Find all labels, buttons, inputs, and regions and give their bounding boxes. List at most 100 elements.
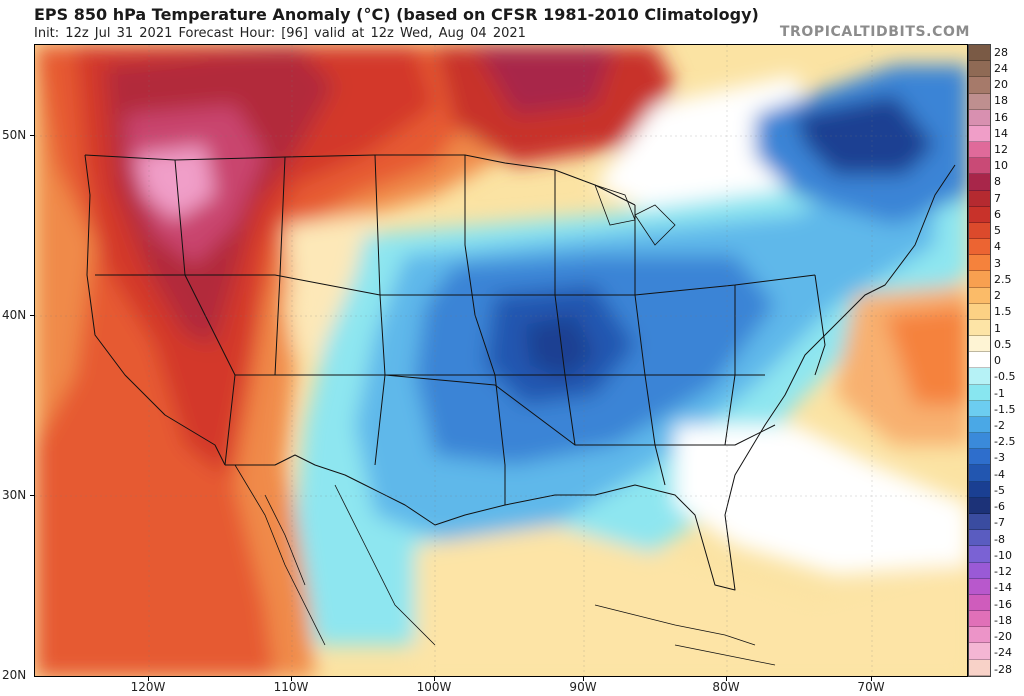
colorbar-label: -8 (994, 532, 1005, 546)
lon-tick (871, 677, 872, 681)
colorbar-label: -2 (994, 419, 1005, 432)
lon-tick (434, 677, 435, 681)
colorbar-swatch (969, 368, 990, 385)
colorbar-swatch (969, 271, 990, 288)
colorbar-swatch (969, 336, 990, 353)
lon-label-80w: 80W (712, 680, 740, 694)
colorbar-swatch (969, 465, 990, 482)
colorbar-swatch (969, 594, 990, 612)
colorbar-swatch (969, 578, 990, 595)
forecast-subtitle: Init: 12z Jul 31 2021 Forecast Hour: [96… (34, 26, 526, 41)
colorbar-swatch (969, 174, 990, 191)
colorbar-label: -2.5 (994, 435, 1016, 449)
colorbar-label: 0 (994, 354, 1001, 368)
colorbar-label: -20 (994, 630, 1012, 644)
colorbar-label: 16 (994, 110, 1008, 124)
colorbar-swatch (969, 222, 990, 240)
colorbar-swatch (969, 287, 990, 304)
colorbar-swatch (969, 562, 990, 579)
colorbar-swatch (969, 142, 990, 159)
colorbar-label: -10 (994, 548, 1012, 562)
lon-label-70w: 70W (857, 680, 885, 694)
colorbar-swatch (969, 190, 990, 207)
colorbar-label: -1.5 (994, 402, 1016, 416)
colorbar-swatch (969, 627, 990, 644)
colorbar-label: 4 (994, 240, 1001, 254)
colorbar-label: 28 (994, 45, 1008, 59)
colorbar-label: -12 (994, 565, 1012, 579)
colorbar-swatch (969, 530, 990, 547)
anomaly-map (34, 44, 968, 677)
colorbar-swatch (969, 61, 990, 78)
colorbar-swatch (969, 546, 990, 563)
lat-tick (30, 315, 34, 316)
colorbar-label: 18 (994, 94, 1008, 108)
colorbar-swatch (969, 206, 990, 223)
colorbar-swatch (969, 400, 990, 417)
colorbar-swatch (969, 659, 990, 676)
colorbar-label: -28 (994, 662, 1012, 676)
colorbar-swatch (969, 239, 990, 256)
colorbar-label: -5 (994, 483, 1005, 497)
colorbar-label: 5 (994, 224, 1001, 238)
colorbar-label: -1 (994, 386, 1005, 400)
lat-tick (30, 135, 34, 136)
colorbar-swatch (969, 449, 990, 466)
lon-label-120w: 120W (130, 680, 166, 694)
lat-label-20n: 20N (2, 668, 27, 682)
colorbar-label: 7 (994, 191, 1001, 205)
colorbar-label: -0.5 (994, 370, 1016, 384)
colorbar-swatch (969, 77, 990, 94)
colorbar-swatch (969, 125, 990, 143)
colorbar-swatch (969, 384, 990, 401)
lon-label-100w: 100W (416, 680, 452, 694)
colorbar-swatch (969, 45, 990, 62)
colorbar-label: -3 (994, 451, 1005, 465)
map-title: EPS 850 hPa Temperature Anomaly (°C) (ba… (34, 5, 759, 24)
lon-tick (583, 677, 584, 681)
colorbar-label: -7 (994, 516, 1005, 530)
lat-label-40n: 40N (2, 308, 27, 322)
colorbar-label: 1.5 (994, 305, 1012, 319)
lon-tick (148, 677, 149, 681)
colorbar-label: 8 (994, 175, 1001, 189)
colorbar-swatch (969, 611, 990, 628)
colorbar-label: 0.5 (994, 337, 1012, 351)
colorbar-swatch (969, 158, 990, 175)
colorbar-label: -18 (994, 613, 1012, 627)
colorbar-label: 6 (994, 207, 1001, 221)
colorbar-swatch (969, 481, 990, 498)
colorbar-swatch (969, 433, 990, 450)
colorbar-label: 20 (994, 78, 1008, 92)
colorbar-swatch (969, 109, 990, 126)
colorbar-label: -6 (994, 500, 1005, 514)
colorbar-swatch (969, 93, 990, 110)
colorbar-label: 2 (994, 289, 1001, 303)
lon-tick (726, 677, 727, 681)
colorbar-label: 14 (994, 126, 1008, 140)
contiguous-us-map-icon (35, 45, 967, 676)
colorbar-swatch (969, 303, 990, 320)
lon-label-90w: 90W (569, 680, 597, 694)
colorbar-label: 24 (994, 61, 1008, 75)
lon-label-110w: 110W (273, 680, 309, 694)
colorbar-label: 10 (994, 159, 1008, 173)
brand-watermark: TROPICALTIDBITS.COM (779, 24, 970, 40)
lat-label-30n: 30N (2, 488, 27, 502)
lat-tick (30, 495, 34, 496)
colorbar-swatch (969, 497, 990, 514)
colorbar-label: 1 (994, 321, 1001, 335)
colorbar-label: 3 (994, 256, 1001, 270)
colorbar-swatch (969, 416, 990, 434)
colorbar-swatch (969, 352, 990, 369)
colorbar-labels: 28 24 20 18 16 14 12 10 8 7 6 5 4 3 2.5 2 1.5 1 0.5 0 -0.5 -1… (994, 44, 1024, 677)
colorbar-label: -14 (994, 581, 1012, 595)
colorbar-swatch (969, 255, 990, 272)
colorbar-label: -4 (994, 467, 1005, 481)
colorbar-label: 2.5 (994, 272, 1012, 286)
lon-tick (291, 677, 292, 681)
colorbar-label: 12 (994, 143, 1008, 157)
colorbar-label: -16 (994, 597, 1012, 611)
colorbar-label: -24 (994, 646, 1012, 660)
colorbar-swatch (969, 513, 990, 531)
